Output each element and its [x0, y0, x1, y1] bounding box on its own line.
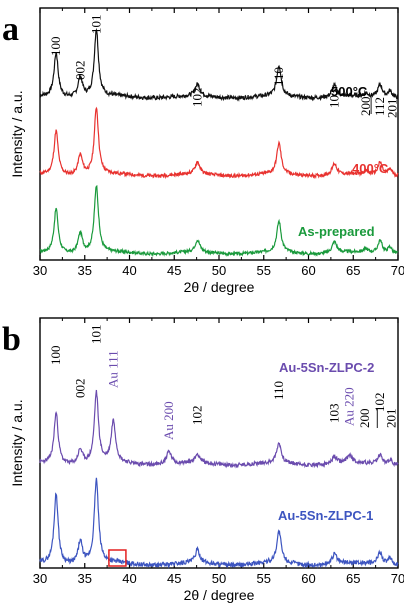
- series-label-au-5sn-zlpc-1: Au-5Sn-ZLPC-1: [278, 508, 373, 523]
- peak-label: 110: [271, 381, 286, 400]
- peak-label: 110: [271, 67, 286, 86]
- peak-label: 200: [357, 409, 372, 429]
- panel-b-letter: b: [2, 321, 21, 358]
- series-line-au-5sn-zlpc-1: [39, 477, 399, 569]
- x-tick-label: 60: [301, 571, 315, 586]
- x-tick-label: 70: [391, 571, 404, 586]
- series-label-400C: 400°C: [352, 161, 389, 176]
- y-axis-label: Intensity / a.u.: [9, 399, 25, 486]
- au-peak-label: Au 111: [105, 350, 120, 388]
- x-tick-label: 30: [33, 263, 47, 278]
- series-label-500C: 500°C: [331, 84, 368, 99]
- highlight-box: [108, 549, 127, 567]
- series-line-500C: [39, 27, 399, 102]
- x-tick-label: 45: [167, 571, 181, 586]
- au-peak-label: Au 220: [342, 387, 357, 426]
- peak-label: 103: [326, 89, 341, 109]
- x-tick-label: 35: [78, 571, 92, 586]
- x-tick-label: 40: [122, 263, 136, 278]
- x-tick-label: 65: [346, 263, 360, 278]
- peak-label: 002: [72, 379, 87, 399]
- peak-label: 101: [88, 325, 103, 345]
- y-axis-label: Intensity / a.u.: [9, 90, 25, 177]
- axes-b: 30 35 40 45 50 55 60 65 70 2θ / degree Intensity /…: [9, 317, 404, 603]
- x-tick-label: 55: [257, 571, 271, 586]
- peak-label: 102: [190, 88, 205, 108]
- peak-label: 002: [72, 61, 87, 81]
- series-label-as-prepared: As-prepared: [298, 224, 375, 239]
- x-axis-label: 2θ / degree: [184, 279, 255, 295]
- x-tick-label: 45: [167, 263, 181, 278]
- axes-a: 30 35 40 45 50 55 60 65 70 2θ / degree Intensity /…: [9, 7, 404, 295]
- x-tick-label: 50: [212, 263, 226, 278]
- peak-label: 201: [385, 99, 400, 119]
- x-tick-label: 60: [301, 263, 315, 278]
- series-line-as-prepared: [39, 184, 399, 258]
- series-line-400C: [39, 106, 399, 180]
- x-tick-label: 65: [346, 571, 360, 586]
- panel-a-letter: a: [2, 11, 19, 48]
- x-tick-label: 30: [33, 571, 47, 586]
- au-peak-label: Au 200: [161, 401, 176, 440]
- x-tick-label: 50: [212, 571, 226, 586]
- x-tick-label: 35: [78, 263, 92, 278]
- peak-label: 102: [190, 406, 205, 426]
- x-tick-label: 70: [391, 263, 404, 278]
- peak-label: 201: [384, 409, 399, 429]
- x-axis-label: 2θ / degree: [184, 587, 255, 603]
- peak-label: 102: [372, 393, 387, 413]
- series-label-au-5sn-zlpc-2: Au-5Sn-ZLPC-2: [279, 360, 374, 375]
- peak-label: 101: [88, 15, 103, 35]
- peak-label: 200: [358, 97, 373, 117]
- x-tick-label: 55: [257, 263, 271, 278]
- series-line-au-5sn-zlpc-2: [39, 389, 399, 469]
- peak-label: 112: [372, 97, 387, 116]
- peak-label: 103: [326, 404, 341, 424]
- peak-label: 100: [48, 346, 63, 366]
- peak-label: 100: [48, 37, 63, 57]
- x-tick-label: 40: [122, 571, 136, 586]
